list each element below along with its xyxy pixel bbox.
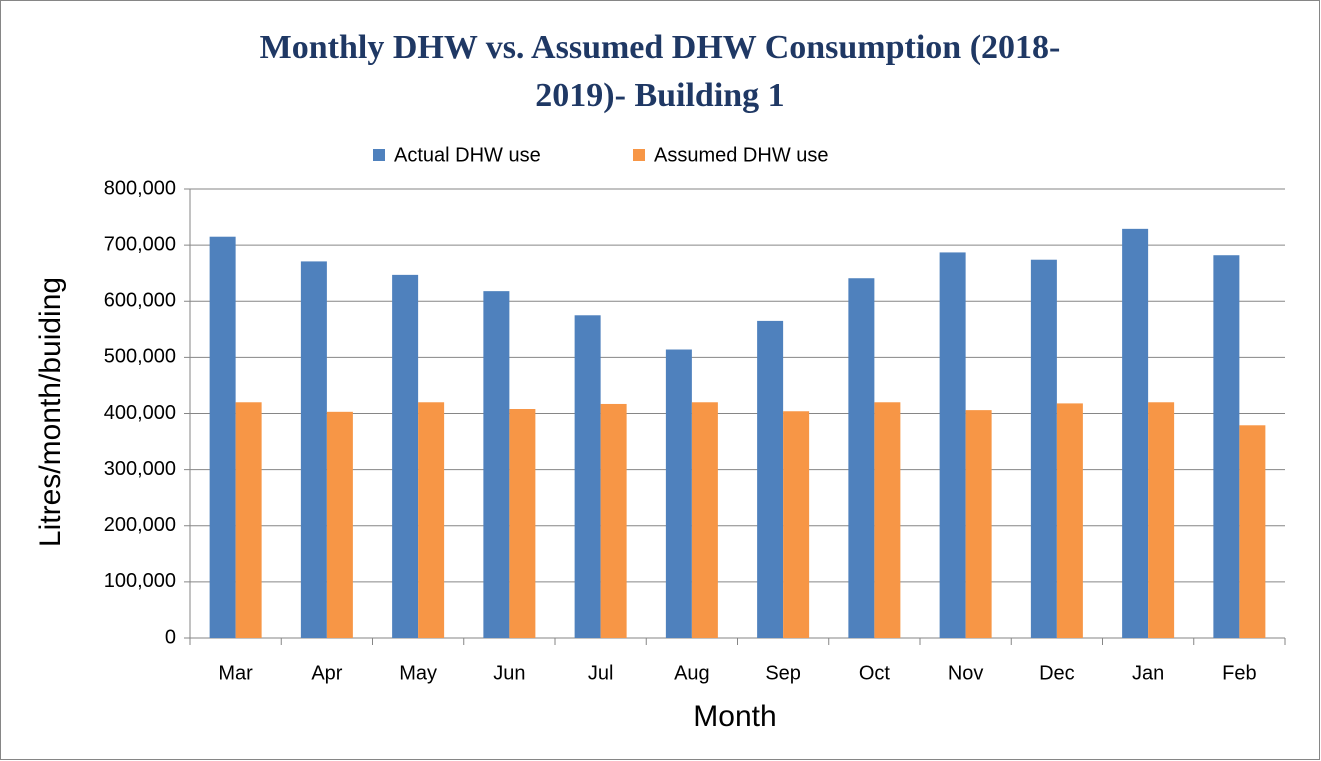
bar [209, 236, 236, 639]
x-tick-label: Aug [674, 662, 710, 684]
bar [418, 402, 445, 638]
y-tick-label: 800,000 [104, 177, 176, 199]
bar [509, 409, 536, 638]
bar [392, 274, 419, 638]
bar [874, 402, 901, 638]
bar [483, 291, 510, 638]
legend-swatch [373, 149, 385, 161]
chart-title: 2019)- Building 1 [535, 77, 784, 114]
x-tick-label: Mar [218, 662, 253, 684]
bar [326, 411, 353, 638]
bar [665, 349, 692, 638]
y-tick-label: 400,000 [104, 402, 176, 424]
bar [848, 278, 875, 638]
bar [1056, 403, 1083, 638]
x-tick-label: Oct [859, 662, 891, 684]
legend-label: Actual DHW use [394, 144, 541, 166]
bar [965, 410, 992, 638]
bar [1030, 259, 1057, 638]
x-tick-label: Apr [311, 662, 342, 684]
y-tick-label: 0 [165, 626, 176, 648]
bar [1239, 425, 1266, 638]
legend-swatch [633, 149, 645, 161]
x-tick-label: Jun [493, 662, 525, 684]
y-tick-label: 300,000 [104, 458, 176, 480]
bar [1122, 228, 1149, 638]
x-tick-label: Dec [1039, 662, 1075, 684]
y-axis-label: Litres/month/buiding [34, 277, 67, 547]
y-tick-label: 500,000 [104, 346, 176, 368]
x-tick-label: Feb [1222, 662, 1256, 684]
x-axis-label: Month [693, 700, 776, 733]
bar [574, 315, 601, 638]
bar [757, 320, 784, 638]
chart-title: Monthly DHW vs. Assumed DHW Consumption … [260, 29, 1061, 66]
bar [235, 402, 262, 638]
x-tick-label: Jul [588, 662, 614, 684]
bar [783, 411, 810, 638]
y-tick-label: 700,000 [104, 233, 176, 255]
bar [939, 252, 966, 638]
y-tick-label: 600,000 [104, 290, 176, 312]
legend-label: Assumed DHW use [654, 144, 829, 166]
x-tick-label: Sep [765, 662, 801, 684]
bar [600, 403, 627, 638]
x-tick-label: Nov [948, 662, 984, 684]
bar [691, 402, 718, 638]
bar [1213, 255, 1240, 639]
y-tick-label: 200,000 [104, 514, 176, 536]
x-tick-label: May [399, 662, 437, 684]
bar [1148, 402, 1175, 638]
bar [300, 261, 327, 638]
x-tick-label: Jan [1132, 662, 1164, 684]
y-tick-label: 100,000 [104, 570, 176, 592]
